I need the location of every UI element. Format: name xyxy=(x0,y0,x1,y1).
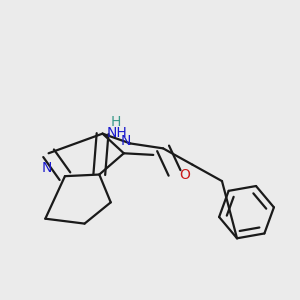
Text: N: N xyxy=(120,134,131,148)
Text: H: H xyxy=(110,115,121,129)
Text: N: N xyxy=(42,161,52,176)
Text: O: O xyxy=(179,167,190,182)
Text: NH: NH xyxy=(106,125,127,140)
